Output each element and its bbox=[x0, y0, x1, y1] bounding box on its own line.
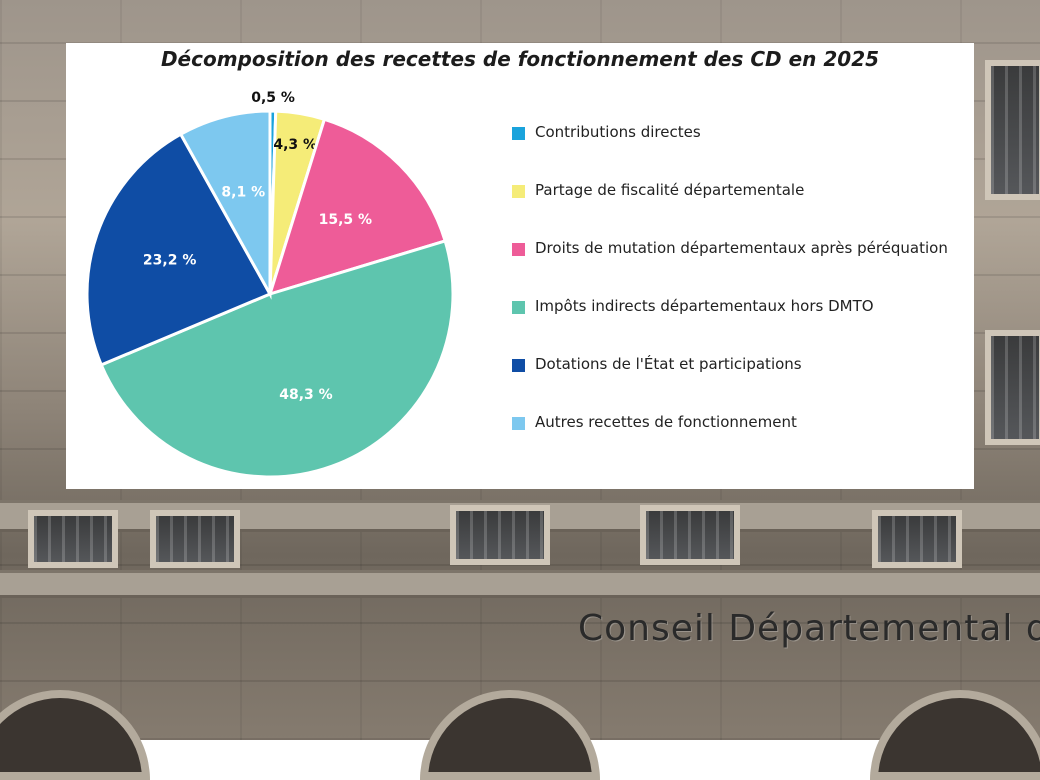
window bbox=[640, 505, 740, 565]
legend-item: Dotations de l'État et participations bbox=[512, 355, 948, 413]
building-sign: Conseil Départemental d bbox=[578, 608, 1040, 649]
chart-panel: Décomposition des recettes de fonctionne… bbox=[66, 43, 974, 489]
legend-swatch bbox=[512, 243, 525, 256]
legend-swatch bbox=[512, 127, 525, 140]
pie-slice bbox=[178, 109, 272, 300]
legend-item: Impôts indirects départementaux hors DMT… bbox=[512, 297, 948, 355]
pie-slice bbox=[267, 117, 448, 297]
window bbox=[28, 510, 118, 568]
slice-data-label: 0,5 % bbox=[251, 90, 295, 106]
legend-swatch bbox=[512, 185, 525, 198]
slice-data-label: 23,2 % bbox=[143, 252, 196, 268]
legend-item: Contributions directes bbox=[512, 123, 948, 181]
legend-label: Contributions directes bbox=[535, 123, 701, 141]
window bbox=[872, 510, 962, 568]
slice-data-label: 4,3 % bbox=[273, 137, 317, 153]
legend-label: Autres recettes de fonctionnement bbox=[535, 413, 797, 431]
window bbox=[985, 60, 1040, 200]
pie-slice bbox=[85, 132, 273, 367]
legend-label: Impôts indirects départementaux hors DMT… bbox=[535, 297, 874, 315]
legend: Contributions directes Partage de fiscali… bbox=[512, 123, 948, 471]
legend-label: Dotations de l'État et participations bbox=[535, 355, 802, 373]
pie-chart: 0,5 % 4,3 % 15,5 % 48,3 % 23,2 % 8,1 % bbox=[85, 90, 455, 479]
legend-swatch bbox=[512, 417, 525, 430]
legend-label: Partage de fiscalité départementale bbox=[535, 181, 805, 199]
arch bbox=[420, 690, 600, 780]
legend-label: Droits de mutation départementaux après … bbox=[535, 239, 948, 257]
legend-item: Autres recettes de fonctionnement bbox=[512, 413, 948, 471]
window bbox=[450, 505, 550, 565]
slice-data-label: 48,3 % bbox=[279, 387, 332, 403]
window bbox=[985, 330, 1040, 445]
legend-swatch bbox=[512, 359, 525, 372]
slice-data-label: 8,1 % bbox=[221, 184, 265, 200]
slice-data-label: 15,5 % bbox=[319, 212, 372, 228]
arch bbox=[870, 690, 1040, 780]
chart-title: Décomposition des recettes de fonctionne… bbox=[160, 47, 880, 71]
legend-item: Partage de fiscalité départementale bbox=[512, 181, 948, 239]
pie-slice bbox=[99, 239, 455, 479]
cornice bbox=[0, 570, 1040, 598]
legend-item: Droits de mutation départementaux après … bbox=[512, 239, 948, 297]
arch bbox=[0, 690, 150, 780]
legend-swatch bbox=[512, 301, 525, 314]
window bbox=[150, 510, 240, 568]
